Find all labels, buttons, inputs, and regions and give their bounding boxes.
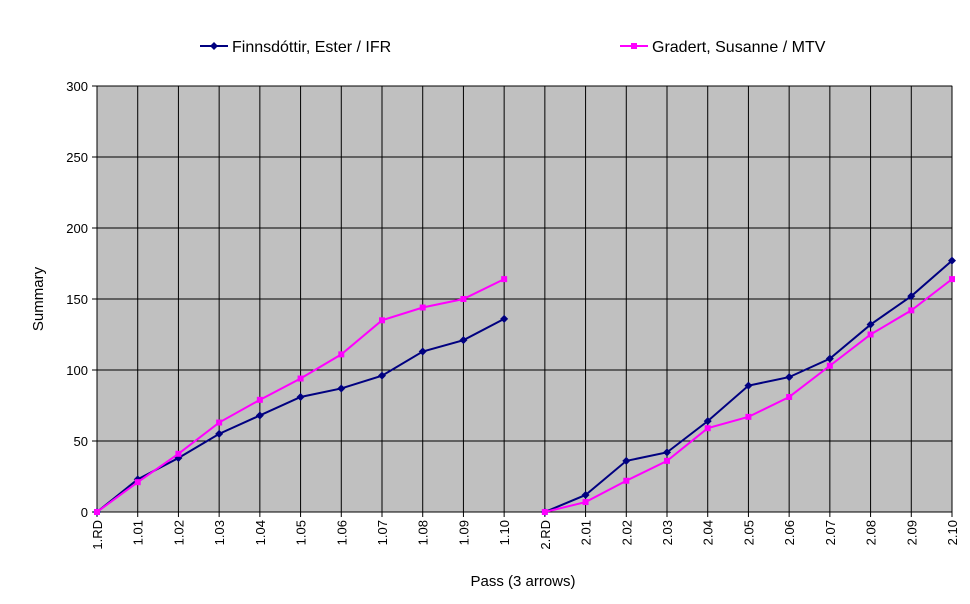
marker (745, 413, 752, 420)
marker (949, 276, 955, 283)
marker (948, 256, 956, 265)
y-axis-label: Summary (30, 266, 47, 331)
x-tick-label: 1.03 (212, 520, 227, 545)
marker (785, 373, 794, 382)
x-tick-label: 1.04 (253, 520, 268, 545)
x-tick-label: 2.01 (579, 520, 594, 545)
legend-label: Finnsdóttir, Ester / IFR (232, 39, 391, 56)
marker (215, 429, 224, 438)
marker (825, 354, 834, 363)
x-tick-label: 1.RD (90, 520, 105, 550)
marker (419, 304, 426, 311)
marker (210, 42, 218, 50)
y-tick-label: 300 (66, 79, 88, 94)
marker (501, 276, 508, 283)
x-tick-label: 1.07 (375, 520, 390, 545)
x-tick-label: 1.02 (171, 520, 186, 545)
y-tick-label: 0 (81, 505, 88, 520)
x-tick-label: 2.02 (619, 520, 634, 545)
marker (459, 336, 468, 345)
marker (866, 320, 875, 329)
y-tick-label: 50 (74, 434, 88, 449)
marker (255, 411, 264, 420)
marker (908, 307, 915, 314)
marker (664, 457, 670, 464)
marker (744, 381, 753, 390)
x-tick-label: 2.03 (660, 520, 675, 545)
marker (379, 317, 385, 324)
x-tick-label: 2.10 (945, 520, 960, 545)
x-tick-label: 1.09 (456, 520, 471, 545)
marker (581, 490, 590, 499)
x-tick-label: 1.01 (131, 520, 146, 545)
marker (907, 292, 916, 301)
marker (338, 351, 345, 358)
y-tick-label: 100 (66, 363, 88, 378)
x-axis-label: Pass (3 arrows) (470, 573, 575, 590)
marker (631, 43, 637, 49)
marker (663, 448, 671, 457)
x-tick-label: 2.05 (741, 520, 756, 545)
x-tick-label: 2.09 (904, 520, 919, 545)
marker (541, 509, 548, 515)
legend-label: Gradert, Susanne / MTV (652, 39, 826, 56)
marker (704, 425, 711, 432)
marker (94, 509, 100, 515)
marker (500, 314, 509, 323)
marker (826, 362, 833, 369)
marker (867, 331, 874, 338)
marker (296, 392, 305, 401)
x-tick-label: 1.05 (294, 520, 309, 545)
x-tick-label: 2.08 (864, 520, 879, 545)
marker (134, 479, 141, 486)
marker (786, 393, 793, 400)
x-tick-label: 2.07 (823, 520, 838, 545)
marker (418, 347, 427, 356)
marker (460, 296, 467, 302)
marker (175, 450, 182, 457)
x-tick-label: 1.08 (416, 520, 431, 545)
x-tick-label: 2.RD (538, 520, 553, 550)
marker (256, 396, 263, 403)
x-tick-label: 2.06 (782, 520, 797, 545)
x-tick-label: 1.10 (497, 520, 512, 545)
marker (337, 384, 346, 393)
marker (703, 417, 712, 426)
y-tick-label: 150 (66, 292, 88, 307)
marker (622, 456, 631, 465)
marker (378, 371, 386, 380)
y-tick-label: 200 (66, 221, 88, 236)
marker (297, 375, 304, 382)
x-tick-label: 1.06 (334, 520, 349, 545)
x-tick-label: 2.04 (701, 520, 716, 545)
marker (582, 499, 589, 506)
y-tick-label: 250 (66, 150, 88, 165)
marker (623, 477, 630, 484)
marker (216, 419, 223, 426)
